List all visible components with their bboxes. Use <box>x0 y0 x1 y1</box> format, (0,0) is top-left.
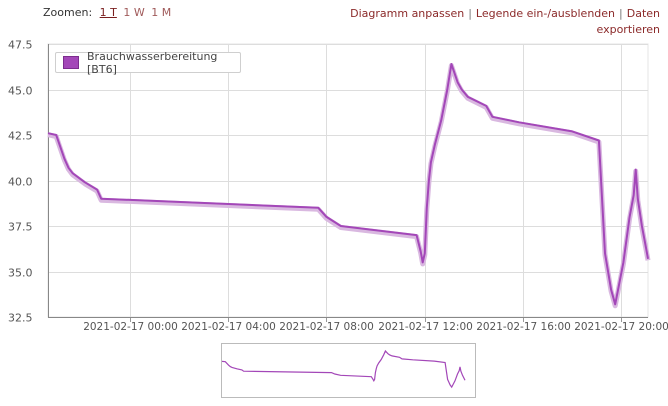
overview-series-line <box>221 349 466 389</box>
zoom-bar: Zoomen: 1 T 1 W 1 M <box>43 6 174 19</box>
x-tick-label: 2021-02-17 20:00 <box>574 321 668 333</box>
separator: | <box>468 7 472 20</box>
x-tick-label: 2021-02-17 00:00 <box>83 321 178 333</box>
y-tick-label: 45.0 <box>8 85 33 98</box>
x-tick-label: 2021-02-17 12:00 <box>378 321 473 333</box>
series-line-0 <box>47 63 649 306</box>
y-axis: 32.5 35.0 37.5 40.0 42.5 45.0 47.5 <box>8 39 49 325</box>
y-tick-label: 47.5 <box>8 39 33 52</box>
zoom-option-1t[interactable]: 1 T <box>99 6 117 19</box>
chart-actions: Diagramm anpassen | Legende ein-/ausblende… <box>350 6 660 38</box>
toggle-legend-link[interactable]: Legende ein-/ausblenden <box>475 7 616 20</box>
overview-navigator[interactable] <box>221 343 476 398</box>
zoom-option-1m[interactable]: 1 M <box>151 6 172 19</box>
series-shadow <box>47 63 651 309</box>
zoom-option-1w[interactable]: 1 W <box>123 6 145 19</box>
x-axis: 2021-02-17 00:00 2021-02-17 04:00 2021-02-… <box>48 317 668 333</box>
legend[interactable]: Brauchwasserbereitung [BT6] <box>55 49 241 76</box>
y-tick-label: 35.0 <box>8 267 33 280</box>
legend-label: Brauchwasserbereitung [BT6] <box>87 49 218 76</box>
x-tick-label: 2021-02-17 04:00 <box>181 321 276 333</box>
overview-line-chart[interactable] <box>221 344 475 397</box>
y-tick-label: 32.5 <box>8 312 33 325</box>
adjust-chart-link[interactable]: Diagramm anpassen <box>350 7 465 20</box>
y-tick-label: 40.0 <box>8 176 33 189</box>
y-tick-label: 37.5 <box>8 221 33 234</box>
grid <box>47 43 649 318</box>
y-tick-label: 42.5 <box>8 130 33 143</box>
export-data-link[interactable]: Daten exportieren <box>596 7 660 36</box>
separator: | <box>619 7 623 20</box>
plot-frame <box>47 43 649 318</box>
legend-swatch <box>63 56 80 69</box>
x-tick-label: 2021-02-17 08:00 <box>279 321 374 333</box>
series-layer <box>47 63 651 309</box>
x-tick-label: 2021-02-17 16:00 <box>476 321 571 333</box>
zoom-label: Zoomen: <box>43 6 93 19</box>
